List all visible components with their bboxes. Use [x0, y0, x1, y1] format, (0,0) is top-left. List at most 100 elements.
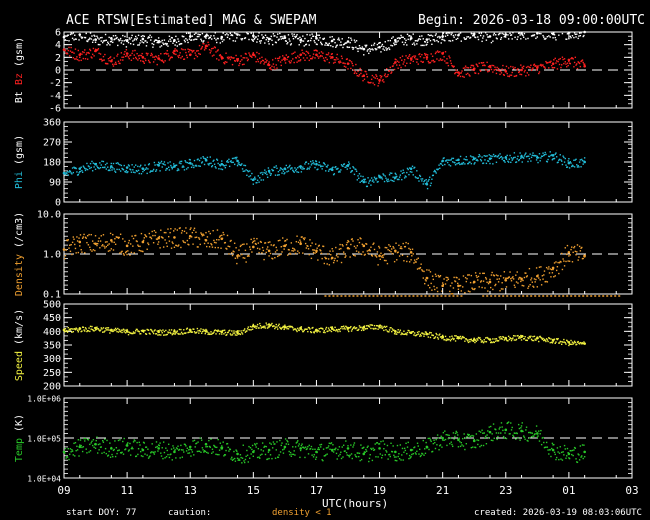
data-point	[76, 56, 78, 58]
data-point	[197, 33, 199, 35]
data-point	[289, 453, 291, 456]
data-point	[122, 328, 125, 330]
data-point	[236, 159, 239, 163]
data-point	[451, 32, 453, 34]
data-point	[453, 36, 455, 38]
data-point	[208, 164, 210, 166]
data-point	[431, 275, 434, 277]
data-point	[296, 61, 298, 63]
data-point	[236, 164, 239, 167]
data-point	[107, 63, 109, 65]
data-point	[531, 432, 533, 434]
data-point	[416, 40, 419, 42]
data-point	[388, 70, 390, 72]
data-point	[140, 333, 142, 335]
data-point	[375, 442, 378, 444]
data-point	[386, 179, 388, 181]
data-point	[104, 327, 107, 329]
data-point	[269, 324, 272, 327]
data-point	[432, 334, 435, 337]
data-point	[102, 59, 104, 62]
data-point	[244, 257, 246, 259]
data-point	[210, 50, 212, 52]
data-point	[444, 335, 447, 338]
data-point	[388, 454, 390, 456]
data-point	[511, 338, 513, 340]
data-point	[292, 329, 295, 331]
data-point	[373, 76, 375, 78]
data-point	[198, 237, 200, 239]
data-point	[253, 237, 255, 240]
data-point	[495, 68, 497, 71]
data-point	[309, 245, 312, 247]
data-point	[94, 38, 97, 41]
data-point	[296, 235, 298, 237]
data-point	[160, 334, 162, 336]
data-point	[493, 155, 495, 158]
data-point	[331, 53, 333, 55]
data-point	[563, 341, 566, 343]
data-point	[295, 240, 298, 243]
data-point	[499, 32, 501, 35]
data-point	[141, 240, 145, 244]
data-point	[482, 432, 484, 434]
data-point	[431, 334, 433, 336]
data-point	[123, 254, 125, 256]
data-point	[583, 34, 585, 37]
data-point	[358, 75, 360, 77]
data-point	[419, 333, 422, 336]
data-point	[529, 431, 531, 434]
data-point	[117, 53, 119, 56]
data-point	[515, 74, 518, 77]
data-point	[214, 32, 217, 34]
data-point	[279, 61, 282, 63]
data-point	[140, 35, 143, 38]
data-point	[208, 230, 210, 233]
data-point	[315, 450, 318, 454]
data-point	[276, 67, 278, 69]
data-point	[171, 56, 173, 59]
data-point	[482, 35, 485, 37]
data-point	[419, 267, 421, 270]
data-point	[104, 166, 106, 168]
data-point	[473, 69, 475, 72]
data-point	[186, 239, 189, 242]
data-point	[214, 246, 217, 249]
data-point	[165, 334, 168, 336]
data-point	[65, 52, 67, 54]
data-point	[340, 457, 343, 460]
data-point	[376, 43, 379, 46]
data-point	[337, 455, 340, 457]
data-point	[130, 332, 133, 335]
data-point	[453, 161, 455, 164]
data-point	[524, 69, 526, 72]
data-point	[271, 325, 274, 328]
data-point	[270, 443, 272, 445]
data-point	[147, 242, 149, 244]
data-point	[495, 340, 497, 342]
data-point	[357, 50, 359, 53]
data-point	[269, 67, 272, 69]
data-point	[426, 181, 428, 183]
data-point	[262, 249, 265, 252]
data-point	[261, 453, 263, 455]
data-point	[186, 56, 189, 59]
data-point	[145, 446, 147, 448]
data-point	[136, 170, 138, 173]
data-point	[373, 83, 376, 86]
data-point	[150, 452, 152, 454]
data-point	[490, 439, 493, 442]
data-point	[555, 458, 557, 461]
data-point	[284, 40, 287, 42]
data-point	[541, 64, 544, 66]
data-point	[319, 331, 321, 333]
data-point	[320, 51, 323, 53]
data-point	[516, 69, 518, 71]
data-point	[421, 178, 424, 180]
data-point	[356, 452, 359, 454]
data-point	[572, 343, 574, 345]
data-point	[294, 328, 297, 330]
data-point	[299, 53, 302, 57]
data-point	[474, 446, 476, 448]
data-point	[562, 58, 564, 61]
